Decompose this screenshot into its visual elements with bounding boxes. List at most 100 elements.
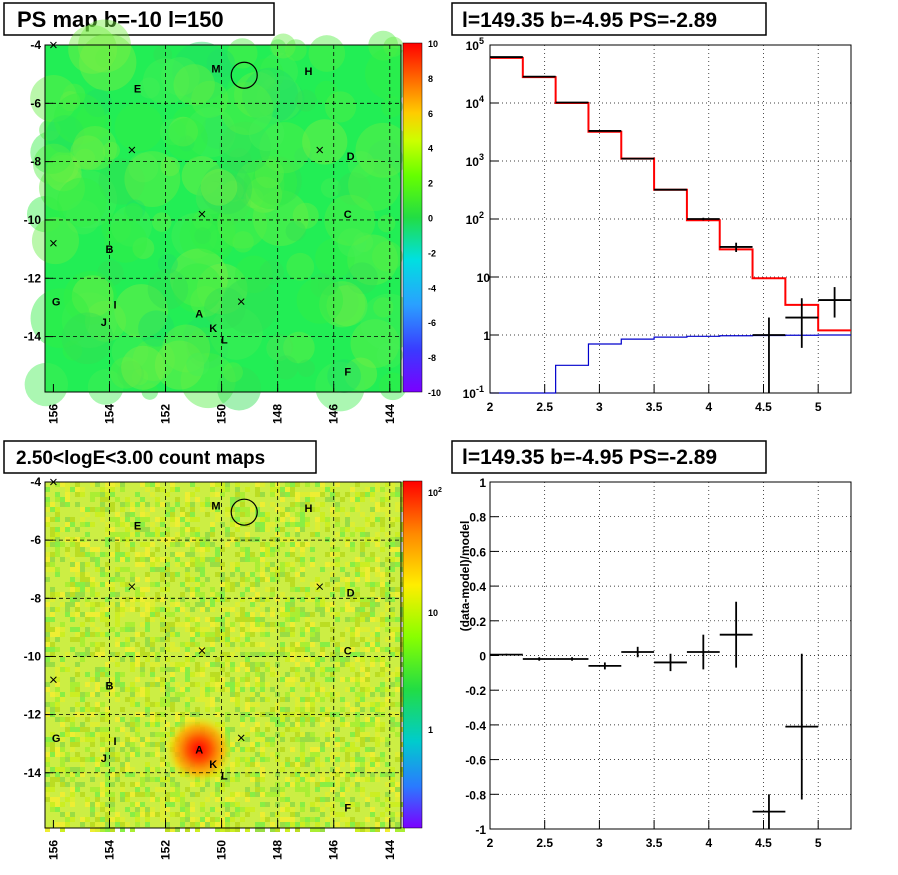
count-pixel — [135, 517, 140, 522]
count-pixel — [60, 822, 65, 827]
count-pixel — [395, 667, 400, 672]
count-pixel — [190, 807, 195, 812]
count-pixel — [225, 812, 230, 817]
count-pixel — [355, 697, 360, 702]
count-pixel — [55, 507, 60, 512]
count-pixel — [200, 567, 205, 572]
y-tick-label: 0.4 — [469, 580, 486, 594]
count-pixel — [165, 667, 170, 672]
count-pixel — [165, 527, 170, 532]
count-pixel — [155, 732, 160, 737]
count-pixel — [300, 817, 305, 822]
count-pixel — [125, 647, 130, 652]
count-pixel — [365, 487, 370, 492]
count-pixel — [210, 492, 215, 497]
count-pixel — [140, 812, 145, 817]
map-texture-blob — [270, 33, 296, 59]
count-pixel — [100, 727, 105, 732]
count-pixel — [365, 797, 370, 802]
count-pixel — [260, 757, 265, 762]
count-pixel — [260, 687, 265, 692]
count-pixel — [400, 492, 405, 497]
count-pixel — [240, 717, 245, 722]
count-pixel — [370, 662, 375, 667]
count-pixel — [265, 737, 270, 742]
count-pixel — [230, 682, 235, 687]
count-pixel — [175, 622, 180, 627]
count-pixel — [195, 682, 200, 687]
count-pixel — [255, 557, 260, 562]
count-pixel — [290, 822, 295, 827]
count-pixel — [365, 717, 370, 722]
count-pixel — [135, 577, 140, 582]
count-pixel — [250, 807, 255, 812]
count-pixel — [75, 732, 80, 737]
color-scale-tick: 1 — [428, 725, 433, 735]
count-pixel — [80, 652, 85, 657]
count-pixel — [395, 752, 400, 757]
count-pixel — [135, 532, 140, 537]
map-x-tick-label: 156 — [46, 840, 60, 860]
count-pixel — [350, 797, 355, 802]
count-pixel — [205, 532, 210, 537]
count-pixel — [280, 822, 285, 827]
count-pixel — [210, 562, 215, 567]
count-pixel — [140, 662, 145, 667]
count-pixel — [285, 487, 290, 492]
count-pixel — [165, 772, 170, 777]
count-pixel — [315, 527, 320, 532]
ps-map-area — [45, 45, 401, 392]
count-pixel — [295, 762, 300, 767]
count-pixel — [250, 587, 255, 592]
count-pixel — [375, 582, 380, 587]
count-pixel — [60, 557, 65, 562]
count-pixel — [350, 762, 355, 767]
count-pixel — [75, 752, 80, 757]
count-pixel — [355, 562, 360, 567]
map-texture-blob — [159, 118, 187, 146]
count-pixel — [355, 497, 360, 502]
count-pixel — [280, 767, 285, 772]
count-pixel — [100, 497, 105, 502]
count-pixel — [385, 647, 390, 652]
map-y-tick-label: -6 — [30, 96, 41, 110]
count-pixel — [165, 537, 170, 542]
count-pixel — [395, 827, 400, 832]
count-pixel — [210, 522, 215, 527]
count-pixel — [400, 702, 405, 707]
x-tick-label: 5 — [815, 400, 822, 414]
count-pixel — [95, 817, 100, 822]
count-pixel — [400, 522, 405, 527]
count-pixel — [350, 642, 355, 647]
count-pixel — [290, 802, 295, 807]
count-pixel — [195, 562, 200, 567]
count-pixel — [190, 672, 195, 677]
count-pixel — [200, 632, 205, 637]
count-pixel — [395, 487, 400, 492]
cross-marker — [198, 210, 206, 218]
count-pixel — [210, 487, 215, 492]
map-texture-blob — [259, 259, 285, 285]
count-pixel — [240, 652, 245, 657]
count-pixel — [300, 562, 305, 567]
count-pixel — [50, 737, 55, 742]
count-pixel — [220, 607, 225, 612]
count-pixel — [350, 687, 355, 692]
count-pixel — [330, 492, 335, 497]
count-pixel — [110, 592, 115, 597]
count-pixel — [255, 732, 260, 737]
count-pixel — [365, 682, 370, 687]
count-pixel — [280, 797, 285, 802]
count-pixel — [240, 642, 245, 647]
count-pixel — [165, 797, 170, 802]
count-pixel — [375, 642, 380, 647]
count-pixel — [105, 632, 110, 637]
count-pixel — [250, 687, 255, 692]
count-pixel — [385, 797, 390, 802]
count-pixel — [310, 667, 315, 672]
count-pixel — [380, 647, 385, 652]
count-pixel — [400, 772, 405, 777]
count-pixel — [290, 537, 295, 542]
count-pixel — [160, 637, 165, 642]
count-pixel — [170, 702, 175, 707]
